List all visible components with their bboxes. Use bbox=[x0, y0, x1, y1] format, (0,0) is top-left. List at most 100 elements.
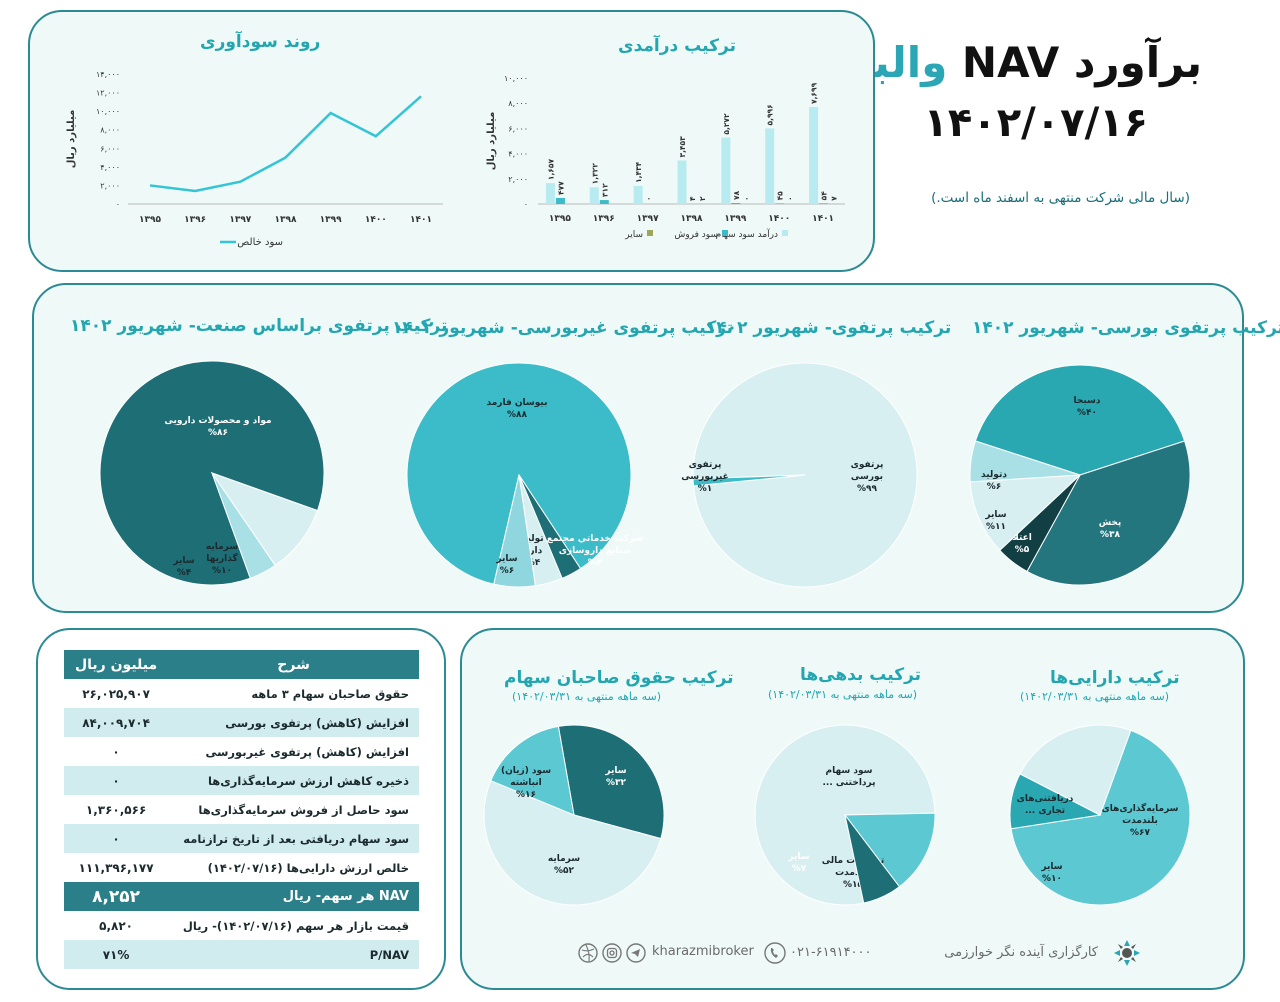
row-label: سود حاصل از فروش سرمایه‌گذاری‌ها bbox=[168, 795, 419, 824]
slice-label: شرکت خدماتي مجتمع bbox=[547, 534, 644, 544]
series-line-net-profit bbox=[149, 95, 422, 193]
slice-label: صنایع داروسازی bbox=[559, 546, 632, 556]
pie-bourse-title: ترکیب پرتفوی بورسی- شهریور ۱۴۰۲ bbox=[972, 318, 1280, 338]
profit-line-chart: ۰ ۲,۰۰۰ ۴,۰۰۰ ۶,۰۰۰ ۸,۰۰۰ ۱۰,۰۰۰ ۱۲,۰۰۰ ۱۴,۰۰۰ ۱… bbox=[66, 70, 443, 248]
slice-percent: %۶ bbox=[987, 482, 1002, 492]
row-value: ۸,۲۵۲ bbox=[64, 882, 169, 911]
slice-label: تسهیلات مالی bbox=[822, 856, 885, 866]
slice-label: سایر bbox=[984, 510, 1006, 520]
pie-liabilities-title: ترکیب بدهی‌ها bbox=[800, 665, 922, 685]
row-label: P/NAV bbox=[168, 940, 419, 969]
bar-0 bbox=[545, 183, 555, 204]
slice-label: مواد و محصولات دارویی bbox=[164, 416, 271, 426]
phone-icon bbox=[764, 942, 786, 964]
bar-0 bbox=[765, 128, 775, 204]
footer-bar: کارگزاری آینده نگر خوارزمی ۰۲۱-۶۱۹۱۴۰۰۰ … bbox=[570, 938, 1150, 970]
profit-chart-title: روند سودآوری bbox=[200, 32, 321, 52]
pie-liabilities-subtitle: (سه ماهه منتهی به ۱۴۰۲/۰۳/۳۱) bbox=[768, 688, 918, 701]
slice-label: پرتفوی bbox=[689, 460, 722, 470]
slice-percent: %۱ bbox=[698, 484, 713, 494]
slice-label: بورسی bbox=[851, 472, 883, 482]
slice-label: گذاریها bbox=[206, 552, 238, 564]
row-value: ۱,۳۶۰,۵۶۶ bbox=[64, 795, 169, 824]
bar-1 bbox=[599, 200, 609, 204]
pie-slice bbox=[844, 814, 901, 904]
slice-label: سایر bbox=[787, 852, 809, 862]
pie-slice bbox=[1019, 724, 1132, 816]
x-tick-label: ۱۳۹۷ bbox=[229, 215, 251, 225]
telegram-icon[interactable] bbox=[626, 943, 646, 963]
pie-otc-chart: بیوسان فارمد %۸۸ شرکت خدماتي مجتمع صنایع دا… bbox=[406, 362, 644, 588]
y-tick-label: ۰ bbox=[524, 200, 528, 209]
pie-slice bbox=[844, 812, 936, 888]
income-bar-chart: ۰ ۲,۰۰۰ ۴,۰۰۰ ۶,۰۰۰ ۸,۰۰۰ ۱۰,۰۰۰ میلیارد ریال ۱… bbox=[486, 74, 845, 240]
legend-label: سایر bbox=[624, 230, 643, 240]
x-tick-label: ۱۳۹۸ bbox=[681, 214, 703, 224]
x-tick-label: ۱۴۰۰ bbox=[365, 215, 387, 225]
slice-label: بلندمدت bbox=[1122, 816, 1158, 826]
bar-data-label: ۵۴ bbox=[820, 191, 829, 201]
row-label: NAV هر سهم- ریال bbox=[168, 882, 419, 911]
slice-percent: %۴۰ bbox=[1077, 408, 1097, 418]
bar-data-label: ۷۸ bbox=[732, 190, 741, 200]
bar-0 bbox=[589, 187, 599, 204]
slice-label: سایر bbox=[1040, 862, 1062, 872]
bar-data-label: ۲ bbox=[698, 196, 707, 201]
slice-label: پرتفوی bbox=[851, 460, 884, 470]
table-row: سود حاصل از فروش سرمایه‌گذاری‌ها ۱,۳۶۰,۵۶… bbox=[64, 795, 419, 824]
slice-label: دریافتنی‌های bbox=[1017, 794, 1074, 804]
row-value: ۷۱% bbox=[64, 940, 169, 969]
pie-slice bbox=[969, 474, 1082, 552]
slice-percent: %۸۸ bbox=[507, 410, 528, 420]
earnings-panel bbox=[28, 10, 875, 272]
pie-liabilities-chart: سود سهام پرداختنی ... تسهیلات مالی بلندمدت%… bbox=[754, 724, 936, 906]
table-row: سود سهام دریافتی بعد از تاریخ ترازنامه ۰ bbox=[64, 824, 419, 853]
dribbble-icon[interactable] bbox=[578, 943, 598, 963]
slice-label: بیوسان فارمد bbox=[487, 398, 548, 408]
nav-table-header: شرح میلیون ریال bbox=[64, 650, 419, 679]
slice-label: سایر bbox=[172, 556, 194, 566]
row-label: افزایش (کاهش) پرتفوی بورسی bbox=[168, 708, 419, 737]
x-tick-label: ۱۳۹۵ bbox=[549, 214, 571, 224]
row-label: ذخیره کاهش ارزش سرمایه‌گذاری‌ها bbox=[168, 766, 419, 795]
x-tick-label: ۱۳۹۵ bbox=[139, 215, 161, 225]
x-tick-label: ۱۳۹۶ bbox=[593, 214, 615, 224]
pie-otc-title: ترکیب پرتفوی غیربورسی- شهریور ۱۴۰۲ bbox=[392, 318, 734, 338]
x-tick-label: ۱۳۹۹ bbox=[724, 214, 746, 224]
y-tick-label: ۱۰,۰۰۰ bbox=[504, 74, 528, 83]
legend-label: سود فروش bbox=[674, 230, 718, 240]
y-tick-label: ۶,۰۰۰ bbox=[508, 124, 528, 133]
slice-percent: %۵۲ bbox=[554, 866, 575, 876]
bar-data-label: ۰ bbox=[644, 196, 653, 201]
pie-equity-subtitle: (سه ماهه منتهی به ۱۴۰۲/۰۳/۳۱) bbox=[512, 690, 662, 703]
row-label: حقوق صاحبان سهام ۳ ماهه bbox=[168, 679, 419, 708]
pie-assets-title: ترکیب دارایی‌ها bbox=[1050, 668, 1180, 688]
instagram-icon[interactable] bbox=[602, 943, 622, 963]
pie-slice bbox=[490, 725, 575, 816]
slice-percent: %۱۰ bbox=[1042, 874, 1062, 884]
bar-data-label: ۳۱۲ bbox=[600, 183, 609, 197]
pie-portfolio-title: ترکیب پرتفوی- شهریور ۱۴۰۲ bbox=[706, 318, 952, 338]
bar-0 bbox=[809, 106, 819, 204]
report-header: برآورد NAV والبر ۱۴۰۲/۰۷/۱۶ (سال مالی شر… bbox=[848, 30, 1220, 230]
bar-0 bbox=[633, 185, 643, 204]
y-tick-label: ۱۴,۰۰۰ bbox=[96, 70, 120, 79]
x-tick-label: ۱۳۹۹ bbox=[320, 215, 342, 225]
slice-label: سود (زیان) bbox=[501, 766, 551, 776]
pie-slice bbox=[557, 724, 665, 840]
legend-label: درآمد سود سهام bbox=[716, 228, 778, 240]
x-tick-label: ۱۴۰۰ bbox=[768, 214, 790, 224]
slice-label: دارو bbox=[523, 546, 543, 556]
pie-slice bbox=[969, 440, 1081, 483]
broker-name: کارگزاری آینده نگر خوارزمی bbox=[944, 945, 1098, 960]
y-tick-label: ۴,۰۰۰ bbox=[100, 163, 120, 172]
x-tick-label: ۱۳۹۸ bbox=[275, 215, 297, 225]
row-label: قیمت بازار هر سهم (۱۴۰۲/۰۷/۱۶)- ریال bbox=[168, 911, 419, 940]
bar-data-label: ۵,۲۷۲ bbox=[722, 113, 731, 135]
table-row: P/NAV ۷۱% bbox=[64, 940, 419, 969]
fiscal-year-note: (سال مالی شرکت منتهی به اسفند ماه است.) bbox=[931, 190, 1190, 206]
row-label: خالص ارزش دارایی‌ها (۱۴۰۲/۰۷/۱۶) bbox=[168, 853, 419, 882]
pie-slice bbox=[483, 780, 662, 906]
column-header-amount: میلیون ریال bbox=[64, 650, 169, 679]
slice-label: انباشته bbox=[510, 778, 542, 788]
